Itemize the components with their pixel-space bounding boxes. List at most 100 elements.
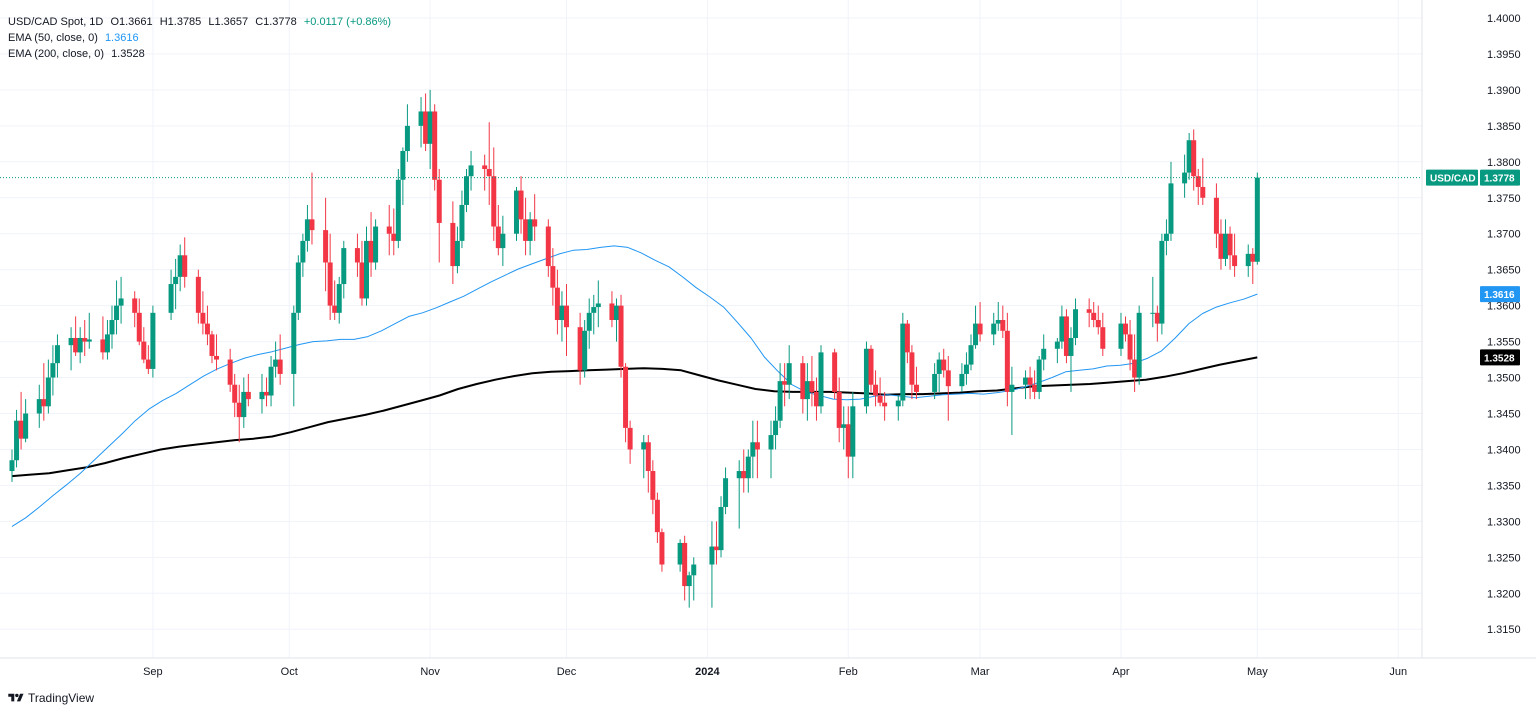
candle [1004,312,1010,407]
candle [623,363,629,443]
candle-body [177,255,183,277]
candle-body [786,363,792,385]
candle-body [332,305,338,313]
candle [1195,168,1201,205]
candle [404,104,410,162]
candle [563,284,569,356]
candle-body [709,546,715,565]
candle-body [941,359,947,371]
candle-body [641,442,647,450]
candle-body [77,337,83,353]
candle-body [54,345,60,364]
candle [436,168,442,263]
legend-close: C1.3778 [255,16,297,28]
tradingview-logo-icon [8,693,24,702]
candle-body [736,471,742,479]
candle-body [777,381,783,421]
candle [459,190,465,249]
candle-body [900,323,906,401]
candle [527,212,533,256]
candle-body [1245,253,1251,267]
last-price-badge-text: 1.3778 [1484,174,1515,185]
candle-body [500,233,506,249]
candle-body [1182,172,1188,184]
candle [295,255,301,321]
candle-body [563,305,569,328]
candle-body [1054,341,1060,349]
candle [327,233,333,321]
candle [14,409,20,468]
candle [1159,233,1165,335]
candle-body [418,111,424,126]
candle [400,147,406,205]
candle-body [86,339,92,342]
candle-body [877,395,883,403]
tradingview-brand[interactable]: TradingView [8,690,94,706]
time-axis[interactable]: Sep Oct Nov Dec 2024 Feb Mar Apr May Jun [143,666,1407,678]
candle [368,212,374,277]
candle-body [41,399,47,407]
candle [1213,183,1219,249]
candle [613,298,619,342]
candle-body [182,255,188,277]
candle [36,384,42,428]
candle [654,492,660,543]
candle-body [132,298,138,313]
candle [1068,327,1074,392]
candle-body [959,373,965,387]
candle-body [114,305,120,321]
legend-change: +0.0117 (+0.86%) [303,16,392,28]
candle-body [841,424,847,428]
candle [713,521,719,565]
candle [491,147,497,241]
candle [991,312,997,346]
candle-body [945,370,951,387]
candle [882,391,888,421]
candle [173,258,179,310]
candle [773,406,779,450]
candle [1227,226,1233,270]
candle [777,363,783,428]
candle [18,391,24,450]
candle-body [1036,359,1042,392]
candle-body [1000,320,1006,331]
candle-body [745,456,751,479]
candle-body [459,204,465,241]
candle [595,280,601,328]
candle-body [118,298,124,306]
candle-body [227,359,233,385]
candle-body [1118,323,1124,349]
candle [877,377,883,407]
candle-body [1032,384,1038,392]
candle [836,377,842,443]
candle [77,327,83,364]
candle-body [718,506,724,551]
candle-body [1086,309,1092,313]
candle [873,370,879,407]
candle-body [368,240,374,263]
candle-body [868,348,874,385]
candle-body [386,226,392,234]
candle-body [850,406,856,457]
time-tick-label: 2024 [695,666,720,678]
candle [686,571,692,608]
price-axis[interactable]: 1.4000 1.3950 1.3900 1.3850 1.3800 1.3750 1.37… [1487,13,1521,636]
candle [104,320,110,360]
legend-ema200-row[interactable]: EMA (200, close, 0) 1.3528 [8,46,391,62]
candle-body [595,303,601,308]
legend-ema50-row[interactable]: EMA (50, close, 0) 1.3616 [8,30,391,46]
candle [1186,133,1192,180]
legend-high: H1.3785 [159,16,202,28]
candle-body [750,442,756,457]
candle [682,535,688,601]
candle [1154,305,1160,342]
time-tick-label: Sep [143,666,163,678]
candle-body [1132,359,1138,378]
candle-body [1023,377,1029,385]
legend-price-row[interactable]: USD/CAD Spot, 1D O1.3661 H1.3785 L1.3657… [8,14,391,30]
candle [273,341,279,378]
ema50-badge-text: 1.3616 [1484,290,1515,301]
price-tick-label: 1.3150 [1487,624,1521,636]
time-tick-label: Dec [557,666,577,678]
